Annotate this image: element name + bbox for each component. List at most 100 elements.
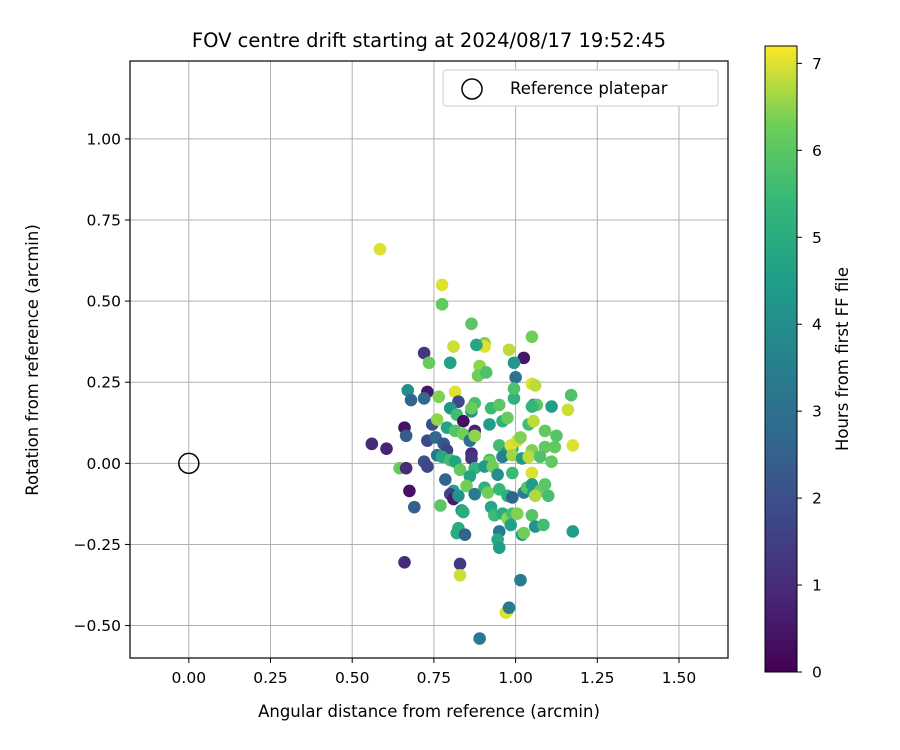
data-point [514, 431, 527, 444]
data-point [537, 518, 550, 532]
data-point [561, 403, 575, 417]
data-point [506, 466, 519, 480]
data-point [457, 414, 470, 428]
data-point [453, 557, 467, 571]
data-point [432, 390, 446, 404]
y-axis-label: Rotation from reference (arcmin) [23, 224, 42, 496]
data-point [525, 330, 539, 344]
data-point [492, 541, 506, 554]
x-tick-label: 1.50 [662, 669, 697, 687]
colorbar: 0 1 2 3 4 5 6 7 Hours from first FF file [764, 45, 852, 682]
data-point [435, 278, 449, 292]
colorbar-tick-label: 0 [812, 664, 822, 682]
data-point [492, 398, 506, 412]
y-tick-label: 0.50 [86, 293, 121, 311]
data-point [566, 439, 580, 452]
data-point [538, 478, 552, 491]
data-point [403, 484, 416, 498]
y-tick-label: −0.25 [74, 536, 122, 554]
data-point [501, 411, 514, 425]
data-point [481, 486, 495, 499]
legend: Reference platepar [442, 69, 719, 107]
data-point [460, 479, 473, 493]
data-point [404, 393, 418, 407]
data-point [483, 418, 496, 431]
data-point [468, 487, 482, 501]
data-point [517, 351, 531, 365]
colorbar-tick-label: 6 [812, 142, 822, 160]
colorbar-tick-label: 4 [812, 316, 822, 334]
x-axis-ticks: 0.00 0.25 0.50 0.75 1.00 1.25 1.50 [172, 658, 697, 687]
data-point [528, 489, 542, 503]
data-point [473, 632, 486, 645]
data-point [496, 450, 509, 464]
plot-frame [129, 60, 729, 659]
data-point [522, 450, 535, 464]
data-point [380, 442, 393, 456]
legend-marker-icon [461, 78, 483, 100]
colorbar-gradient [764, 45, 798, 673]
y-tick-label: 0.00 [86, 455, 121, 473]
data-point [506, 448, 519, 462]
colorbar-tick-label: 7 [812, 55, 822, 73]
data-point [550, 429, 563, 443]
x-tick-label: 1.00 [498, 669, 533, 687]
x-tick-label: 1.25 [580, 669, 615, 687]
data-point [407, 500, 421, 514]
data-point [422, 356, 436, 370]
x-axis-label: Angular distance from reference (arcmin) [258, 702, 600, 721]
data-point [401, 384, 415, 397]
legend-box [442, 69, 719, 107]
data-point [448, 385, 462, 399]
data-points [365, 242, 580, 645]
data-point [399, 461, 413, 475]
data-point [517, 526, 531, 540]
chart-title: FOV centre drift starting at 2024/08/17 … [192, 29, 666, 52]
data-point [525, 400, 539, 413]
data-point [514, 573, 527, 587]
data-point [502, 601, 516, 615]
data-point [430, 413, 444, 426]
data-point [463, 470, 477, 483]
data-point [525, 508, 539, 522]
data-point [465, 317, 478, 331]
data-point [525, 466, 539, 480]
y-tick-label: 0.75 [86, 211, 121, 229]
data-point [538, 440, 552, 454]
data-point [566, 525, 580, 538]
data-point [541, 489, 555, 503]
x-tick-label: 0.50 [335, 669, 370, 687]
data-point [457, 505, 470, 519]
colorbar-tick-label: 2 [812, 490, 822, 508]
data-point [470, 338, 483, 352]
data-point [465, 452, 478, 465]
data-point [527, 414, 540, 428]
data-point [507, 356, 521, 370]
data-point [453, 463, 467, 477]
data-point [545, 400, 558, 413]
data-point [452, 489, 465, 503]
data-point [509, 371, 522, 384]
data-point [447, 340, 460, 353]
data-point [548, 440, 562, 454]
colorbar-ticks: 0 1 2 3 4 5 6 7 [797, 55, 822, 682]
x-tick-label: 0.75 [417, 669, 452, 687]
colorbar-tick-label: 5 [812, 229, 822, 247]
data-point [399, 429, 413, 443]
colorbar-tick-label: 1 [812, 577, 822, 595]
data-point [538, 424, 552, 438]
data-point [443, 356, 457, 370]
data-point [398, 555, 411, 569]
x-tick-label: 0.25 [253, 669, 288, 687]
data-point [458, 528, 472, 542]
data-point [417, 346, 431, 360]
data-point [507, 392, 521, 405]
data-point [510, 507, 524, 520]
data-point [439, 473, 452, 486]
data-point [545, 455, 558, 469]
data-point [365, 437, 379, 451]
data-point [479, 366, 493, 379]
y-tick-label: 1.00 [86, 130, 121, 148]
data-point [502, 343, 516, 357]
data-point [504, 518, 517, 532]
